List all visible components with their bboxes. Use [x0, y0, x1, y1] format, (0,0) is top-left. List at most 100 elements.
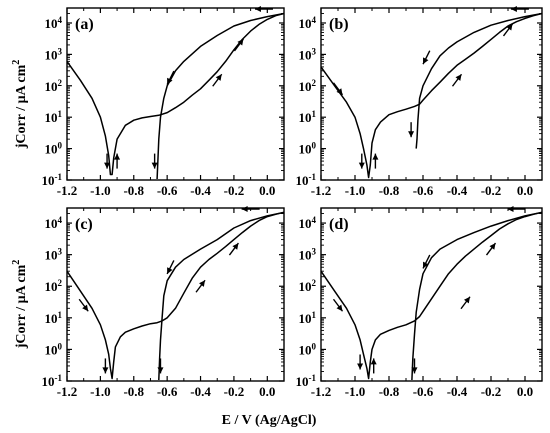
- plot-frame: [320, 7, 543, 181]
- y-tick-label: 101: [299, 109, 317, 125]
- x-tick-label: -0.2: [481, 183, 502, 198]
- y-tick-exponent: 1: [58, 310, 63, 320]
- y-tick-label: 100: [45, 341, 63, 357]
- y-tick-exponent: 2: [312, 278, 317, 288]
- series-line-1: [66, 211, 285, 380]
- x-tick-label: 0.0: [517, 183, 533, 198]
- x-tick-label: -0.8: [379, 183, 400, 198]
- arrow-head: [506, 23, 513, 31]
- arrow-head: [372, 153, 379, 160]
- y-tick-label: 103: [45, 46, 63, 62]
- y-tick-label: 104: [299, 15, 317, 31]
- x-tick-label: -0.4: [190, 384, 211, 399]
- panel-2: -1.2 -1.0 -0.8 -0.6 -0.4 -0.2 0.0 1 0 -1 100 101 102…: [296, 6, 543, 198]
- arrow-head: [336, 304, 343, 312]
- arrow-head: [232, 243, 239, 250]
- y-tick-label: 102: [299, 278, 317, 294]
- y-tick-exponent: 2: [58, 278, 63, 288]
- x-tick-label: -1.0: [90, 183, 111, 198]
- y-tick-exponent: 2: [58, 78, 63, 88]
- panel-label: (b): [329, 16, 349, 33]
- plot-frame: [66, 207, 285, 382]
- plot-frame: [320, 207, 543, 382]
- x-tick-label: -0.4: [190, 183, 211, 198]
- y-tick-label: 100: [45, 141, 63, 157]
- y-tick-exponent: 0: [312, 141, 317, 151]
- arrow-head: [510, 6, 517, 12]
- x-tick-label: -0.2: [224, 183, 245, 198]
- y-tick-exponent: 1: [58, 109, 63, 119]
- panel-label: (c): [75, 216, 93, 233]
- y-tick-exponent: -1: [309, 373, 317, 383]
- y-tick-exponent: 2: [312, 78, 317, 88]
- x-tick-label: -0.6: [413, 384, 434, 399]
- y-tick-label: 104: [45, 215, 63, 231]
- arrow-head: [167, 267, 173, 274]
- y-tick-exponent: 0: [58, 341, 63, 351]
- y-tick-exponent: 1: [312, 109, 317, 119]
- y-tick-label: 101: [299, 310, 317, 326]
- x-tick-label: -1.2: [311, 384, 332, 399]
- x-axis-label: E / V (Ag/AgCl): [222, 413, 317, 428]
- arrow-head: [241, 206, 248, 212]
- arrow-head: [199, 280, 206, 287]
- arrow-head: [102, 367, 109, 374]
- panel-4: -1.2 -1.0 -0.8 -0.6 -0.4 -0.2 0.0 1 0 -1 100 101 102…: [296, 206, 543, 399]
- y-axis-label-bottom: jCorr / μA cm2: [11, 260, 29, 350]
- arrow-head: [411, 367, 418, 374]
- x-tick-label: -0.2: [224, 384, 245, 399]
- y-tick-exponent: 3: [312, 46, 317, 56]
- arrow-head: [423, 261, 429, 269]
- x-tick-label: -0.8: [123, 183, 144, 198]
- y-tick-exponent: 4: [58, 15, 63, 25]
- x-tick-label: -1.2: [57, 384, 78, 399]
- x-tick-label: -0.6: [157, 384, 178, 399]
- y-tick-label: 101: [45, 109, 63, 125]
- x-tick-label: -0.6: [413, 183, 434, 198]
- arrow-head: [157, 367, 164, 374]
- x-tick-label: -0.2: [481, 384, 502, 399]
- series-line-2: [411, 211, 543, 381]
- x-tick-label: -1.0: [345, 183, 366, 198]
- plot-frame: [66, 7, 285, 181]
- arrow-head: [151, 162, 158, 169]
- y-tick-exponent: 3: [312, 247, 317, 257]
- panel-label: (d): [329, 216, 349, 233]
- arrow-head: [358, 162, 365, 169]
- arrow-head: [167, 77, 173, 85]
- y-tick-exponent: 4: [312, 215, 317, 225]
- y-tick-label: 103: [45, 247, 63, 263]
- x-tick-label: -1.0: [90, 384, 111, 399]
- arrow-head: [215, 74, 222, 81]
- arrow-head: [336, 88, 343, 95]
- panel-1: -1.2 -1.0 -0.8 -0.6 -0.4 -0.2 0.0 1 0 -1 100 101 102…: [42, 6, 285, 198]
- x-tick-label: -0.4: [447, 384, 468, 399]
- y-tick-exponent: -1: [55, 172, 63, 182]
- arrow-head: [82, 304, 89, 312]
- x-tick-label: -0.4: [447, 183, 468, 198]
- arrow-head: [408, 131, 415, 138]
- figure-labels: jCorr / μA cm2 jCorr / μA cm2 E / V (Ag/…: [11, 60, 317, 428]
- x-tick-label: 0.0: [259, 384, 275, 399]
- y-tick-label: 100: [299, 141, 317, 157]
- y-tick-label: 102: [45, 78, 63, 94]
- y-tick-exponent: 1: [312, 310, 317, 320]
- y-tick-label: 103: [299, 46, 317, 62]
- y-tick-label: 103: [299, 247, 317, 263]
- y-tick-label: 102: [299, 78, 317, 94]
- arrow-head: [237, 38, 244, 46]
- y-axis-label-top: jCorr / μA cm2: [11, 60, 29, 150]
- arrow-head: [357, 363, 364, 370]
- y-tick-exponent: 4: [58, 215, 63, 225]
- y-tick-label: 100: [299, 341, 317, 357]
- y-tick-label: 102: [45, 278, 63, 294]
- panels: -1.2 -1.0 -0.8 -0.6 -0.4 -0.2 0.010-1100101102…: [42, 6, 543, 399]
- arrow-head: [254, 6, 261, 12]
- y-tick-exponent: 3: [58, 247, 63, 257]
- arrow-head: [464, 296, 470, 304]
- series-line-2: [158, 211, 285, 381]
- arrow-head: [423, 57, 429, 65]
- x-tick-label: -1.2: [57, 183, 78, 198]
- x-tick-label: 0.0: [517, 384, 533, 399]
